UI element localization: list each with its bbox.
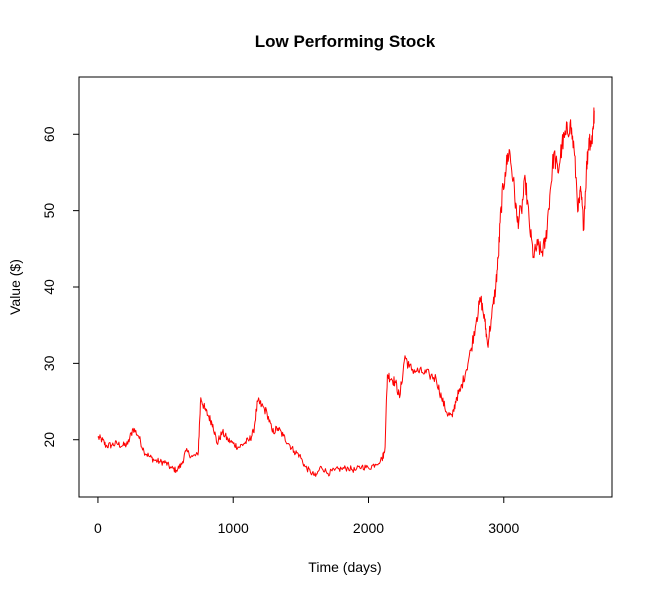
x-tick-label: 2000 xyxy=(353,520,384,536)
y-tick-label: 30 xyxy=(41,355,57,371)
x-tick-label: 3000 xyxy=(488,520,519,536)
x-axis: 0 1000 2000 3000 xyxy=(94,496,520,536)
y-axis-label: Value ($) xyxy=(7,259,23,315)
x-axis-label: Time (days) xyxy=(308,559,381,575)
chart-title: Low Performing Stock xyxy=(255,32,436,51)
y-tick-label: 50 xyxy=(41,203,57,219)
series-line xyxy=(97,107,595,477)
series-layer xyxy=(97,107,595,477)
plot-frame xyxy=(78,76,613,498)
y-tick-label: 20 xyxy=(41,432,57,448)
x-tick-label: 1000 xyxy=(218,520,249,536)
x-tick-label: 0 xyxy=(94,520,102,536)
y-tick-label: 60 xyxy=(41,126,57,142)
y-tick-label: 40 xyxy=(41,279,57,295)
y-axis: 20 30 40 50 60 xyxy=(41,126,80,448)
